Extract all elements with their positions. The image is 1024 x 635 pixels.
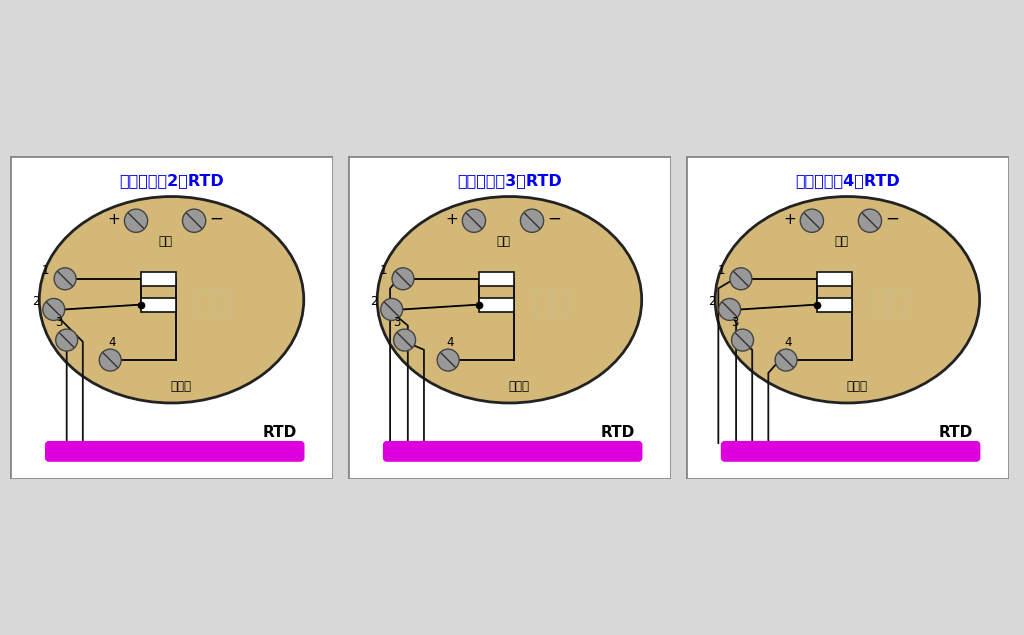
Bar — [817, 272, 852, 286]
Text: +: + — [783, 211, 796, 227]
Text: RTD: RTD — [263, 425, 297, 440]
Circle shape — [858, 209, 882, 232]
Text: 4: 4 — [784, 336, 792, 349]
Bar — [817, 298, 852, 312]
Circle shape — [730, 268, 752, 290]
Text: −: − — [886, 210, 899, 228]
Circle shape — [520, 209, 544, 232]
Circle shape — [381, 298, 402, 321]
Ellipse shape — [715, 197, 980, 403]
Text: −: − — [548, 210, 561, 228]
FancyBboxPatch shape — [384, 443, 641, 460]
Text: 1: 1 — [718, 264, 725, 277]
Bar — [479, 298, 514, 312]
Text: 变送器: 变送器 — [171, 380, 191, 393]
Circle shape — [55, 329, 78, 351]
Text: 4: 4 — [446, 336, 454, 349]
Text: +: + — [108, 211, 120, 227]
Text: 变送器: 变送器 — [847, 380, 867, 393]
Text: 电源: 电源 — [834, 235, 848, 248]
Circle shape — [731, 329, 754, 351]
Text: 电源: 电源 — [158, 235, 172, 248]
FancyBboxPatch shape — [722, 443, 979, 460]
Text: 4: 4 — [109, 336, 116, 349]
Circle shape — [392, 268, 414, 290]
Circle shape — [125, 209, 147, 232]
Circle shape — [775, 349, 797, 371]
Text: RTD: RTD — [601, 425, 635, 440]
Text: 维佳: 维佳 — [869, 285, 909, 318]
Text: 变送器: 变送器 — [509, 380, 529, 393]
Bar — [141, 272, 176, 286]
Circle shape — [54, 268, 76, 290]
Text: 3: 3 — [393, 316, 400, 329]
Text: RTD: RTD — [939, 425, 973, 440]
Circle shape — [43, 298, 65, 321]
Text: 变送器连接2线RTD: 变送器连接2线RTD — [119, 173, 224, 188]
Circle shape — [719, 298, 740, 321]
Circle shape — [182, 209, 206, 232]
Text: 变送器连接3线RTD: 变送器连接3线RTD — [457, 173, 562, 188]
Ellipse shape — [39, 197, 304, 403]
Text: 维佳: 维佳 — [531, 285, 571, 318]
Text: 电源: 电源 — [496, 235, 510, 248]
FancyBboxPatch shape — [46, 443, 303, 460]
Text: 1: 1 — [42, 264, 49, 277]
Text: 1: 1 — [380, 264, 387, 277]
Text: 维佳: 维佳 — [194, 285, 233, 318]
Bar — [141, 298, 176, 312]
Text: 3: 3 — [731, 316, 738, 329]
Circle shape — [99, 349, 121, 371]
Text: +: + — [445, 211, 458, 227]
Text: 2: 2 — [709, 295, 716, 308]
Ellipse shape — [377, 197, 642, 403]
Text: −: − — [210, 210, 223, 228]
Circle shape — [437, 349, 459, 371]
Circle shape — [393, 329, 416, 351]
Text: 2: 2 — [371, 295, 378, 308]
Circle shape — [801, 209, 823, 232]
Text: 3: 3 — [55, 316, 62, 329]
Bar — [479, 272, 514, 286]
Circle shape — [463, 209, 485, 232]
Text: 2: 2 — [33, 295, 40, 308]
Text: 变送器连接4线RTD: 变送器连接4线RTD — [795, 173, 900, 188]
